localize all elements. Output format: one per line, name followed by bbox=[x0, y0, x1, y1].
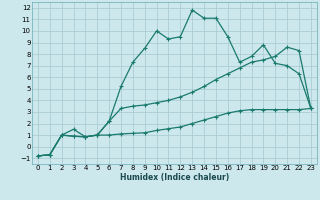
X-axis label: Humidex (Indice chaleur): Humidex (Indice chaleur) bbox=[120, 173, 229, 182]
